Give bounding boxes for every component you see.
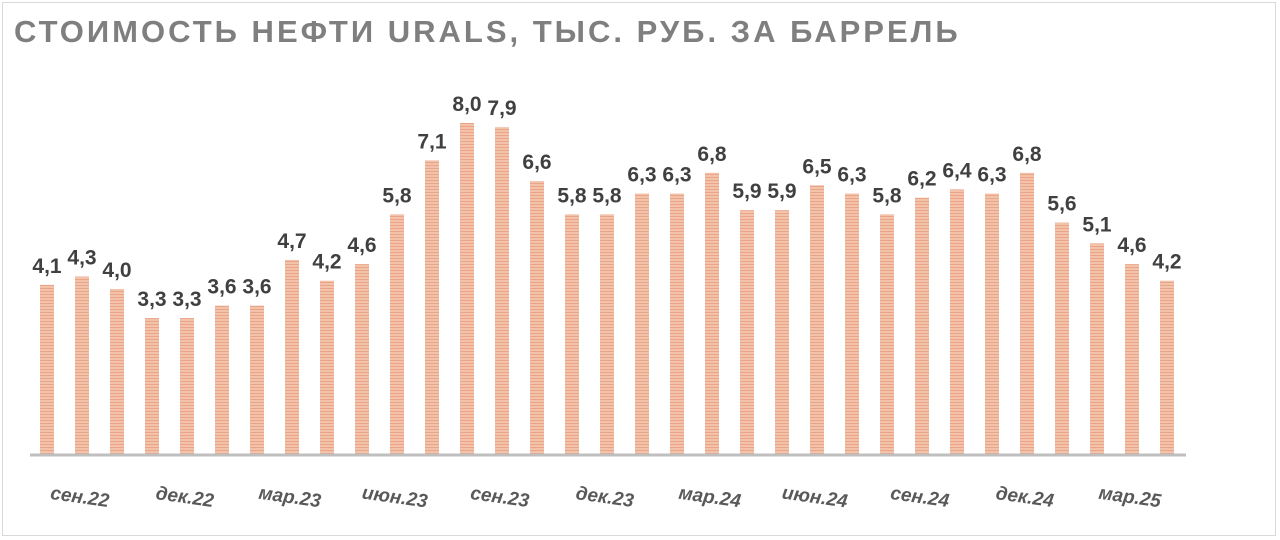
data-label: 7,9	[487, 97, 516, 120]
data-label: 6,8	[1012, 143, 1042, 166]
chart-title: СТОИМОСТЬ НЕФТИ URALS, ТЫС. РУБ. ЗА БАРР…	[14, 14, 961, 49]
bar	[40, 284, 54, 455]
bar	[1020, 172, 1034, 456]
data-label: 6,3	[627, 164, 656, 187]
data-label: 4,7	[277, 230, 306, 253]
data-label: 3,6	[207, 276, 236, 299]
bar	[740, 210, 754, 455]
x-tick-label: дек.23	[574, 483, 635, 512]
bar	[985, 193, 999, 456]
x-tick-label: мар.25	[1097, 483, 1162, 513]
x-tick-label: дек.22	[154, 483, 215, 512]
bar	[635, 193, 649, 456]
bar	[810, 185, 824, 455]
bar	[425, 160, 439, 455]
data-label: 6,3	[662, 164, 691, 187]
bar	[390, 214, 404, 455]
data-label: 4,0	[102, 259, 131, 282]
data-label: 6,3	[977, 164, 1006, 187]
data-label: 7,1	[417, 130, 447, 153]
bar	[495, 127, 509, 456]
bar	[1160, 280, 1174, 455]
bar	[285, 259, 299, 455]
bar	[320, 280, 334, 455]
data-label: 5,9	[732, 180, 761, 203]
data-label: 3,6	[242, 276, 271, 299]
bar	[565, 214, 579, 455]
data-label: 6,6	[522, 151, 551, 174]
data-label: 4,2	[312, 251, 341, 274]
data-label: 4,1	[32, 255, 62, 278]
bar	[250, 305, 264, 455]
bar	[845, 193, 859, 456]
data-label: 3,3	[137, 288, 166, 311]
bar	[1090, 243, 1104, 455]
data-label: 6,2	[907, 168, 936, 191]
bar	[1125, 264, 1139, 455]
data-label: 3,3	[172, 288, 201, 311]
x-tick-label: мар.24	[677, 483, 742, 513]
data-label: 5,8	[557, 184, 587, 207]
data-label: 8,0	[452, 93, 481, 116]
bar	[75, 276, 89, 455]
x-tick-label: дек.24	[994, 483, 1055, 512]
bar	[145, 318, 159, 455]
data-label: 5,1	[1082, 213, 1112, 236]
bar	[110, 289, 124, 455]
data-label: 5,6	[1047, 193, 1076, 216]
bar	[950, 189, 964, 455]
x-tick-label: сен.24	[889, 483, 951, 512]
x-tick-label: сен.22	[49, 483, 111, 512]
bar	[775, 210, 789, 455]
bar	[1055, 222, 1069, 455]
x-tick-label: сен.23	[469, 483, 531, 512]
x-tick-label: июн.24	[781, 483, 850, 513]
data-label: 6,3	[837, 164, 866, 187]
x-tick-label: мар.23	[257, 483, 322, 513]
data-label: 4,2	[1152, 251, 1181, 274]
bar	[915, 197, 929, 455]
bar	[705, 172, 719, 456]
data-label: 5,8	[872, 184, 902, 207]
bar	[670, 193, 684, 456]
bar	[180, 318, 194, 455]
bar	[215, 305, 229, 455]
data-label: 6,5	[802, 155, 832, 178]
bar	[530, 181, 544, 455]
data-label: 4,6	[1117, 234, 1146, 257]
bar	[600, 214, 614, 455]
data-label: 6,8	[697, 143, 727, 166]
data-label: 5,8	[592, 184, 622, 207]
bar	[880, 214, 894, 455]
x-tick-label: июн.23	[361, 483, 430, 513]
bar	[355, 264, 369, 455]
data-label: 5,8	[382, 184, 412, 207]
data-label: 4,3	[67, 247, 96, 270]
data-label: 4,6	[347, 234, 376, 257]
data-label: 6,4	[942, 159, 972, 182]
data-label: 5,9	[767, 180, 796, 203]
bar	[460, 123, 474, 455]
